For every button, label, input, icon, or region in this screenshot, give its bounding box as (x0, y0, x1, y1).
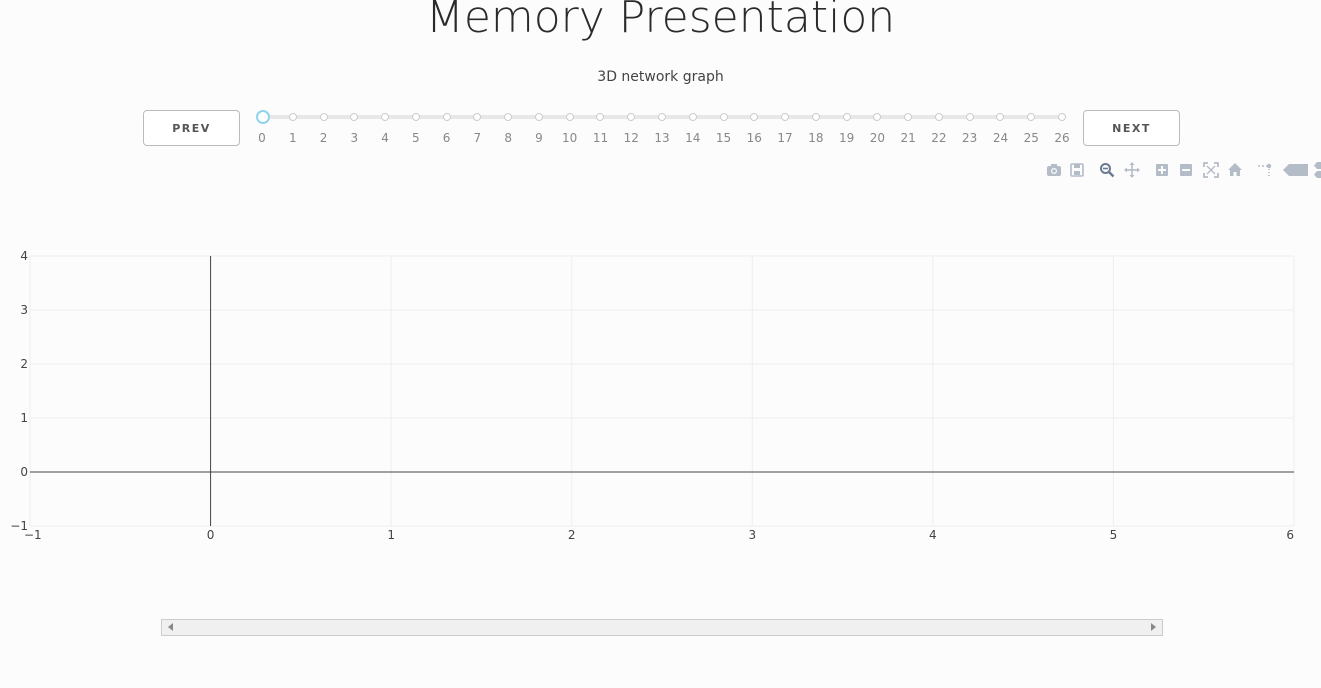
slider-step-label[interactable]: 17 (777, 131, 793, 145)
next-button[interactable]: NEXT (1083, 110, 1180, 146)
slider-step-label[interactable]: 12 (623, 131, 639, 145)
zoom-icon[interactable] (1098, 161, 1116, 179)
x-tick-label: 3 (748, 528, 756, 542)
x-tick-label: 2 (568, 528, 576, 542)
slider-step-label[interactable]: 23 (962, 131, 978, 145)
slider-step-label[interactable]: 2 (319, 131, 328, 145)
slider-step-dot[interactable] (319, 113, 328, 121)
slider-step-label[interactable]: 25 (1023, 131, 1039, 145)
slider-step-dot[interactable] (904, 113, 913, 121)
slider-step-dot[interactable] (811, 113, 820, 121)
home-icon[interactable] (1226, 161, 1244, 179)
slider-step-label[interactable]: 7 (473, 131, 482, 145)
slider-step-dot[interactable] (473, 113, 482, 121)
slider-step-dot[interactable] (627, 113, 636, 121)
slider-step-label[interactable]: 10 (562, 131, 578, 145)
slider-step-label[interactable]: 18 (808, 131, 824, 145)
slider-step-label[interactable]: 19 (838, 131, 855, 145)
slider-step-dot[interactable] (750, 113, 759, 121)
y-tick-label: 0 (20, 465, 28, 479)
spike-lines-icon[interactable] (1256, 161, 1274, 179)
slider-step-label[interactable]: 21 (900, 131, 916, 145)
slider-step-dot[interactable] (996, 113, 1005, 121)
y-tick-label: −1 (10, 519, 28, 533)
camera-icon[interactable] (1045, 161, 1063, 179)
slider-step-label[interactable]: 26 (1054, 131, 1070, 145)
zoom-in-icon[interactable] (1153, 161, 1171, 179)
slider-step-label[interactable]: 4 (381, 131, 389, 145)
slider-step-dot[interactable] (381, 113, 390, 121)
scroll-left-arrow-icon[interactable] (168, 623, 173, 631)
x-tick-label: 4 (929, 528, 937, 542)
hover-closest-icon[interactable] (1282, 161, 1310, 179)
y-tick-label: 4 (20, 249, 28, 263)
autoscale-icon[interactable] (1202, 161, 1220, 179)
zoom-out-icon[interactable] (1177, 161, 1195, 179)
slider-step-label[interactable]: 8 (504, 131, 512, 145)
slider-step-dot[interactable] (565, 113, 574, 121)
slider-step-label[interactable]: 6 (442, 131, 451, 145)
slider-step-label[interactable]: 20 (869, 131, 886, 145)
slider-step-label[interactable]: 9 (535, 131, 543, 145)
horizontal-scrollbar[interactable] (161, 619, 1163, 636)
slider-step-dot[interactable] (965, 113, 974, 121)
slider-step-dot[interactable] (288, 113, 297, 121)
slider-step-label[interactable]: 1 (288, 131, 297, 145)
slider-step-dot[interactable] (1058, 113, 1066, 121)
slider-step-label[interactable]: 0 (258, 131, 266, 145)
slider-step-dot[interactable] (350, 113, 359, 121)
slider-step-dot[interactable] (1027, 113, 1036, 121)
slider-step-label[interactable]: 14 (685, 131, 701, 145)
slider-step-dot[interactable] (842, 113, 851, 121)
save-icon[interactable] (1068, 161, 1086, 179)
slider-step-dot[interactable] (658, 113, 666, 121)
slider-step-dot[interactable] (873, 113, 882, 121)
prev-button[interactable]: PREV (143, 110, 240, 146)
x-axis-ticks: −1 0 1 2 3 4 5 6 (24, 528, 1294, 542)
y-tick-label: 3 (20, 303, 28, 317)
slider-step-dot[interactable] (442, 113, 451, 121)
plot-modebar (1044, 161, 1321, 179)
slider-step-dot[interactable] (719, 113, 728, 121)
hover-compare-icon[interactable] (1312, 161, 1321, 179)
slider-step-dot[interactable] (504, 113, 513, 121)
slider-step-dot[interactable] (781, 113, 790, 121)
pan-icon[interactable] (1123, 161, 1141, 179)
x-tick-label: 6 (1286, 528, 1294, 542)
grid-lines (29, 255, 1295, 527)
slider-step-label[interactable]: 11 (592, 131, 609, 145)
y-axis-ticks: −1 0 1 2 3 4 (10, 249, 28, 533)
empty-scatter-plot[interactable]: −1 0 1 2 3 4 −1 0 1 2 3 4 5 6 (0, 240, 1321, 550)
slider-step-dot[interactable] (934, 113, 943, 121)
slider-step-dot[interactable] (688, 113, 697, 121)
x-tick-label: 1 (387, 528, 395, 542)
slider-step-dot[interactable] (596, 113, 605, 121)
slider-step-label[interactable]: 15 (715, 131, 732, 145)
scroll-right-arrow-icon[interactable] (1151, 623, 1156, 631)
x-tick-label: 0 (207, 528, 215, 542)
zero-lines (30, 256, 1294, 526)
slider-step-label[interactable]: 16 (746, 131, 762, 145)
frame-slider[interactable]: 0 1 2 3 4 5 6 7 8 9 10 11 12 13 14 15 16 17 18 19 20 21 22 23 24… (255, 108, 1070, 148)
slider-step-dot[interactable] (411, 113, 420, 121)
y-tick-label: 1 (20, 411, 28, 425)
page-title: Memory Presentation (425, 0, 896, 43)
slider-step-label[interactable]: 22 (931, 131, 947, 145)
x-tick-label: −1 (24, 528, 42, 542)
y-tick-label: 2 (20, 357, 28, 371)
page-subtitle: 3D network graph (597, 69, 724, 85)
slider-step-label[interactable]: 3 (350, 131, 359, 145)
slider-handle[interactable] (256, 110, 270, 124)
slider-step-dot[interactable] (534, 113, 543, 121)
slider-step-label[interactable]: 24 (992, 131, 1009, 145)
x-tick-label: 5 (1110, 528, 1118, 542)
slider-step-label[interactable]: 13 (654, 131, 670, 145)
slider-step-label[interactable]: 5 (412, 131, 420, 145)
